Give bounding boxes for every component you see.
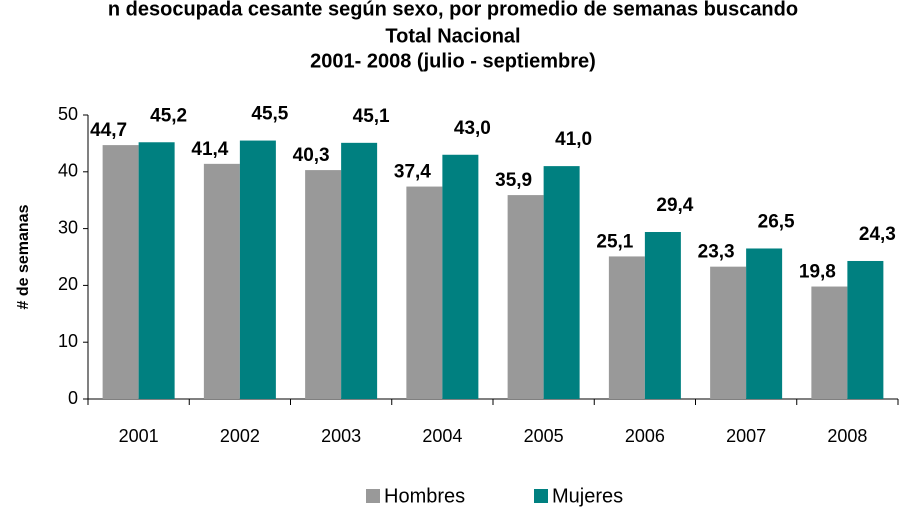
y-tick-label: 50 bbox=[58, 104, 78, 124]
bar bbox=[710, 266, 747, 399]
data-label: 41,0 bbox=[555, 129, 592, 150]
legend-swatch bbox=[366, 489, 380, 503]
data-label: 43,0 bbox=[454, 118, 491, 139]
y-axis-label: # de semanas bbox=[15, 204, 32, 309]
data-label: 23,3 bbox=[698, 242, 735, 263]
legend-swatch bbox=[534, 489, 548, 503]
x-tick-label: 2006 bbox=[625, 426, 665, 446]
bar bbox=[102, 145, 139, 399]
bar bbox=[847, 260, 884, 399]
bar bbox=[644, 232, 681, 399]
data-label: 45,2 bbox=[150, 105, 187, 126]
data-label: 45,5 bbox=[251, 104, 288, 125]
bar bbox=[543, 166, 580, 399]
data-label: 44,7 bbox=[90, 120, 127, 141]
legend-label: Hombres bbox=[384, 485, 465, 507]
chart-title: n desocupada cesante según sexo, por pro… bbox=[108, 0, 798, 20]
x-tick-label: 2008 bbox=[827, 426, 867, 446]
data-label: 29,4 bbox=[656, 195, 693, 216]
bar bbox=[608, 256, 645, 399]
y-tick-label: 40 bbox=[58, 161, 78, 181]
bar bbox=[811, 286, 848, 399]
data-label: 40,3 bbox=[293, 145, 330, 166]
bar bbox=[442, 154, 479, 399]
bar bbox=[203, 163, 240, 399]
y-tick-label: 10 bbox=[58, 331, 78, 351]
data-label: 19,8 bbox=[799, 262, 836, 283]
data-label: 26,5 bbox=[758, 211, 795, 232]
bar bbox=[305, 170, 342, 399]
data-label: 35,9 bbox=[495, 170, 532, 191]
chart-title: Total Nacional bbox=[385, 25, 520, 47]
data-label: 45,1 bbox=[353, 106, 390, 127]
x-tick-label: 2005 bbox=[524, 426, 564, 446]
bar bbox=[341, 142, 378, 399]
x-tick-label: 2002 bbox=[220, 426, 260, 446]
bar bbox=[406, 186, 443, 399]
chart-title: 2001- 2008 (julio - septiembre) bbox=[310, 50, 596, 72]
bar bbox=[746, 248, 783, 399]
y-tick-label: 0 bbox=[68, 388, 78, 408]
legend-label: Mujeres bbox=[552, 485, 623, 507]
y-tick-label: 30 bbox=[58, 217, 78, 237]
y-tick-label: 20 bbox=[58, 274, 78, 294]
x-tick-label: 2003 bbox=[321, 426, 361, 446]
data-label: 41,4 bbox=[191, 139, 228, 160]
x-tick-label: 2007 bbox=[726, 426, 766, 446]
data-label: 24,3 bbox=[859, 224, 896, 245]
bar bbox=[239, 140, 276, 399]
bar bbox=[138, 142, 175, 399]
bar bbox=[507, 195, 544, 399]
data-label: 25,1 bbox=[596, 231, 633, 252]
x-tick-label: 2001 bbox=[119, 426, 159, 446]
data-label: 37,4 bbox=[394, 162, 431, 183]
x-tick-label: 2004 bbox=[422, 426, 462, 446]
